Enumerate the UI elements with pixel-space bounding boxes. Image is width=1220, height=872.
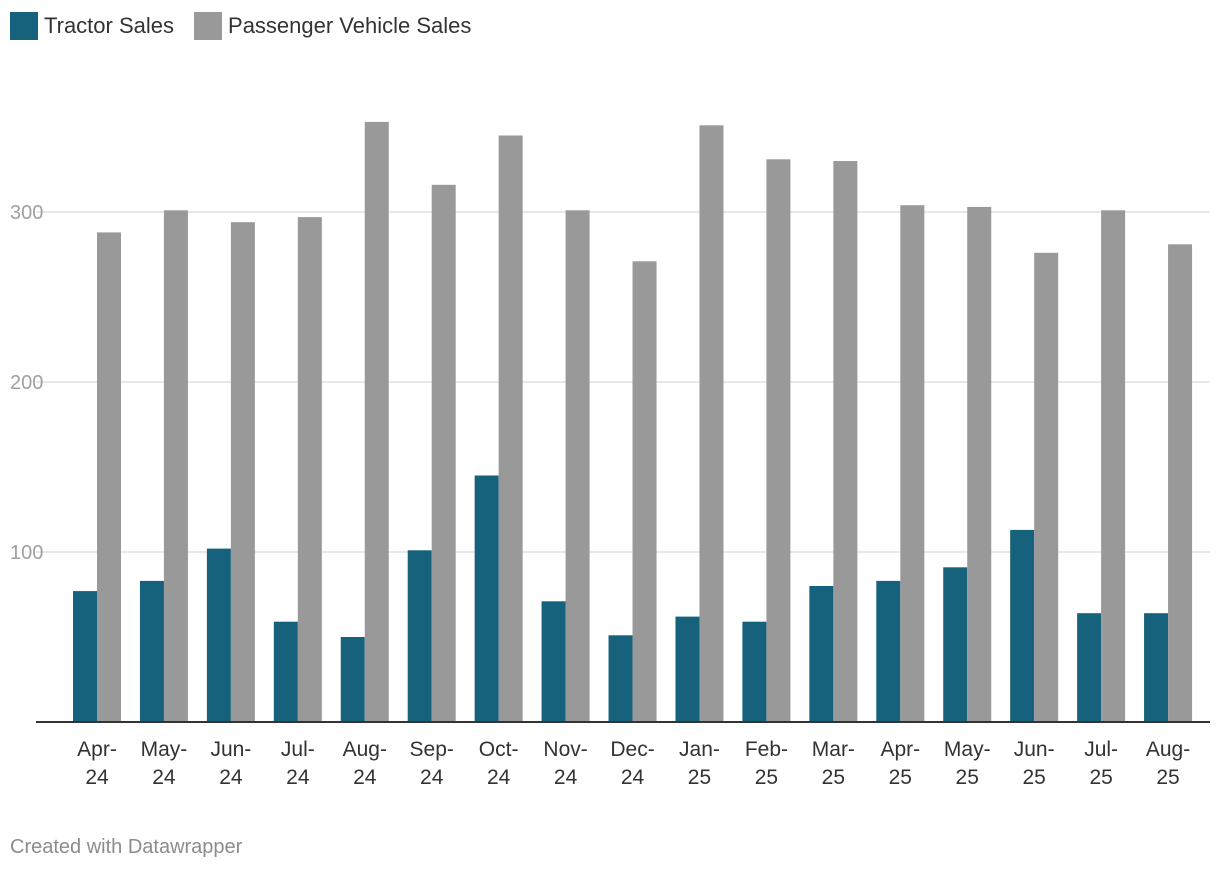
x-tick-label-6-line1: Oct- <box>479 738 519 761</box>
x-tick-label-12-line2: 25 <box>889 766 912 789</box>
x-tick-label-16-line2: 25 <box>1156 766 1179 789</box>
bar-tractor-5 <box>407 550 432 722</box>
x-tick-label-1-line2: 24 <box>152 766 176 789</box>
x-tick-label-4-line1: Aug- <box>343 738 387 761</box>
footer-credit: Created with Datawrapper <box>10 836 243 858</box>
bar-passenger-1 <box>163 210 188 723</box>
x-tick-label-10-line1: Feb- <box>745 738 788 761</box>
bar-tractor-11 <box>809 586 834 722</box>
legend-label-passenger: Passenger Vehicle Sales <box>228 13 472 38</box>
bar-passenger-2 <box>230 222 255 722</box>
bar-tractor-6 <box>474 475 499 722</box>
bar-tractor-9 <box>675 616 700 722</box>
bar-tractor-10 <box>742 621 767 722</box>
x-tick-label-14-line2: 25 <box>1022 766 1045 789</box>
bar-tractor-12 <box>876 580 901 722</box>
bar-passenger-3 <box>297 217 322 722</box>
bar-passenger-0 <box>97 232 121 722</box>
bar-passenger-10 <box>766 159 791 723</box>
x-tick-label-16-line1: Aug- <box>1146 738 1190 761</box>
x-tick-label-10-line2: 25 <box>755 766 778 789</box>
bar-tractor-14 <box>1010 529 1035 722</box>
legend-item-passenger: Passenger Vehicle Sales <box>194 12 471 40</box>
x-tick-label-4-line2: 24 <box>353 766 377 789</box>
x-tick-label-8-line1: Dec- <box>610 738 654 761</box>
bar-tractor-3 <box>273 621 298 722</box>
y-tick-label-300: 300 <box>10 202 43 224</box>
bar-tractor-1 <box>139 580 164 722</box>
bar-tractor-4 <box>340 637 365 722</box>
x-tick-label-1-line1: May- <box>141 738 188 761</box>
x-tick-label-5-line2: 24 <box>420 766 444 789</box>
bar-passenger-8 <box>632 261 657 722</box>
bar-tractor-13 <box>943 567 968 722</box>
x-tick-label-5-line1: Sep- <box>410 738 454 761</box>
bar-passenger-6 <box>498 135 523 722</box>
bar-passenger-15 <box>1101 210 1126 723</box>
bar-passenger-16 <box>1168 244 1193 723</box>
legend-item-tractor: Tractor Sales <box>10 12 174 40</box>
x-tick-label-2-line1: Jun- <box>210 738 251 761</box>
bar-tractor-2 <box>206 548 231 722</box>
x-tick-label-11-line2: 25 <box>822 766 845 789</box>
bar-tractor-0 <box>73 591 97 722</box>
x-tick-label-7-line2: 24 <box>554 766 578 789</box>
x-tick-label-13-line2: 25 <box>956 766 979 789</box>
bar-passenger-9 <box>699 125 724 723</box>
legend-swatch-passenger <box>194 12 223 40</box>
x-tick-label-15-line2: 25 <box>1089 766 1112 789</box>
bar-passenger-11 <box>833 161 858 722</box>
bar-passenger-4 <box>364 121 389 722</box>
x-tick-label-9-line2: 25 <box>688 766 711 789</box>
x-tick-label-9-line1: Jan- <box>679 738 720 761</box>
x-tick-label-3-line2: 24 <box>286 766 310 789</box>
x-tick-label-12-line1: Apr- <box>880 738 920 761</box>
y-tick-label-200: 200 <box>10 372 43 394</box>
x-tick-label-0-line1: Apr- <box>77 738 117 761</box>
x-tick-label-11-line1: Mar- <box>812 738 855 761</box>
x-tick-label-14-line1: Jun- <box>1014 738 1055 761</box>
bar-passenger-7 <box>565 210 590 723</box>
bar-tractor-15 <box>1077 613 1102 722</box>
bar-passenger-5 <box>431 184 456 723</box>
bar-passenger-12 <box>900 205 925 722</box>
x-tick-label-8-line2: 24 <box>621 766 645 789</box>
y-tick-label-100: 100 <box>10 542 43 564</box>
bar-passenger-14 <box>1034 252 1059 723</box>
x-tick-label-0-line2: 24 <box>85 766 109 789</box>
legend-label-tractor: Tractor Sales <box>44 13 175 38</box>
x-tick-label-7-line1: Nov- <box>543 738 587 761</box>
x-tick-label-6-line2: 24 <box>487 766 511 789</box>
bar-passenger-13 <box>967 206 992 722</box>
legend-swatch-tractor <box>10 12 38 40</box>
x-tick-label-2-line2: 24 <box>219 766 243 789</box>
bar-tractor-7 <box>541 601 566 722</box>
bar-tractor-16 <box>1144 613 1169 722</box>
x-tick-label-13-line1: May- <box>944 738 991 761</box>
legend: Tractor Sales Passenger Vehicle Sales <box>10 12 491 40</box>
x-tick-label-15-line1: Jul- <box>1084 738 1118 761</box>
bar-tractor-8 <box>608 635 633 722</box>
x-tick-label-3-line1: Jul- <box>281 738 315 761</box>
